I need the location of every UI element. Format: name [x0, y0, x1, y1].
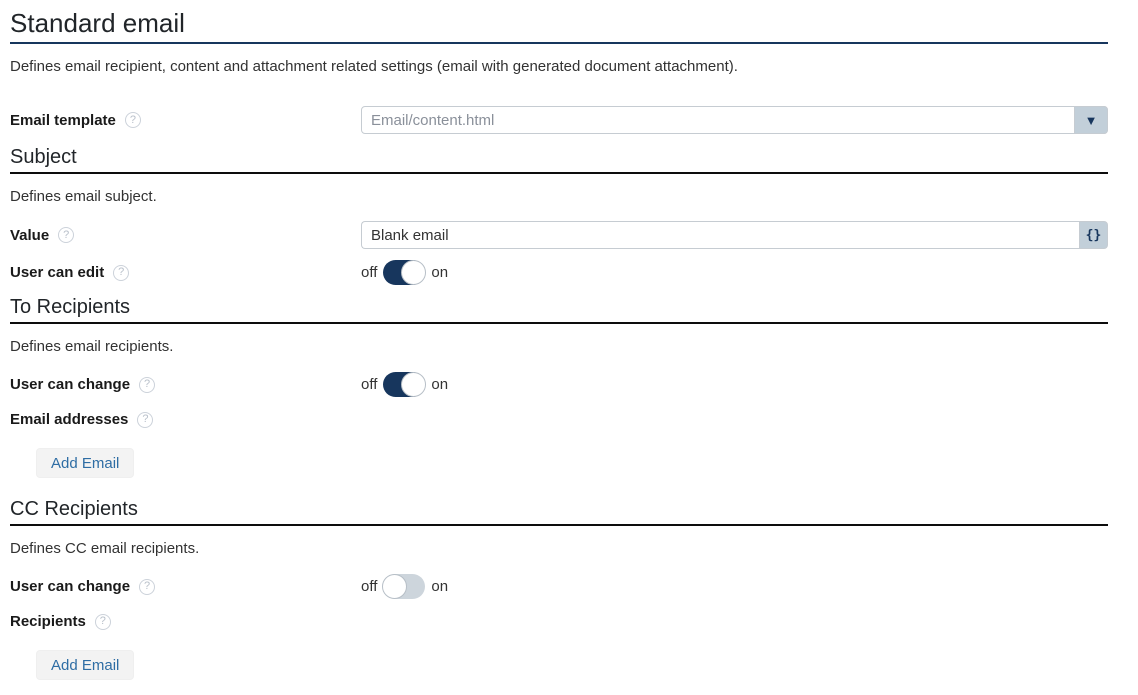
- toggle-knob: [382, 574, 408, 599]
- email-template-select[interactable]: Email/content.html ▼: [361, 106, 1108, 134]
- subject-section-heading: Subject: [10, 145, 1108, 174]
- toggle-on-label: on: [431, 264, 449, 281]
- cc-recipients-user-can-change-row: User can change ? off on: [10, 574, 1108, 599]
- page-title: Standard email: [10, 6, 1108, 44]
- subject-user-can-edit-row: User can edit ? off on: [10, 260, 1108, 285]
- toggle-on-label: on: [431, 376, 449, 393]
- subject-user-can-edit-toggle[interactable]: [383, 260, 427, 285]
- add-email-button[interactable]: Add Email: [36, 448, 135, 478]
- help-icon[interactable]: ?: [94, 613, 111, 630]
- email-template-dropdown-button[interactable]: ▼: [1074, 106, 1108, 134]
- email-addresses-label: Email addresses: [10, 411, 129, 428]
- cc-recipients-user-can-change-toggle[interactable]: [382, 574, 426, 599]
- toggle-knob: [401, 260, 427, 285]
- help-icon[interactable]: ?: [58, 227, 75, 243]
- help-icon[interactable]: ?: [137, 411, 154, 428]
- email-addresses-label-col: Email addresses ?: [10, 411, 361, 428]
- email-template-row: Email template ? Email/content.html ▼: [10, 106, 1108, 134]
- settings-page: Standard email Defines email recipient, …: [10, 0, 1108, 680]
- to-recipients-section-description: Defines email recipients.: [10, 338, 174, 355]
- subject-value-row: Value ? {}: [10, 221, 1108, 249]
- email-template-selected-value: Email/content.html: [371, 111, 495, 129]
- cc-recipients-user-can-change-label: User can change: [10, 578, 131, 595]
- help-icon[interactable]: ?: [139, 578, 156, 595]
- to-recipients-user-can-change-row: User can change ? off on: [10, 372, 1108, 397]
- help-icon[interactable]: ?: [124, 112, 141, 128]
- subject-section-description: Defines email subject.: [10, 188, 157, 205]
- help-icon[interactable]: ?: [113, 264, 130, 281]
- toggle-off-label: off: [361, 578, 378, 595]
- to-recipients-user-can-change-toggle[interactable]: [383, 372, 427, 397]
- page-description: Defines email recipient, content and att…: [10, 58, 738, 75]
- cc-recipients-user-can-change-toggle-wrap: off on: [361, 574, 448, 599]
- subject-value-input[interactable]: [361, 221, 1079, 249]
- subject-user-can-edit-label-col: User can edit ?: [10, 264, 361, 281]
- recipients-label-col: Recipients ?: [10, 613, 361, 630]
- to-recipients-user-can-change-label: User can change: [10, 376, 131, 393]
- toggle-off-label: off: [361, 264, 378, 281]
- email-template-label: Email template: [10, 111, 116, 129]
- toggle-on-label: on: [431, 578, 449, 595]
- subject-user-can-edit-toggle-wrap: off on: [361, 260, 448, 285]
- recipients-label: Recipients: [10, 613, 86, 630]
- insert-placeholder-button[interactable]: {}: [1079, 221, 1108, 249]
- subject-value-label-col: Value ?: [10, 227, 361, 244]
- help-icon[interactable]: ?: [139, 376, 156, 393]
- subject-user-can-edit-label: User can edit: [10, 264, 105, 281]
- recipients-row: Recipients ?: [10, 613, 1108, 630]
- chevron-down-icon: ▼: [1084, 112, 1098, 128]
- to-recipients-user-can-change-toggle-wrap: off on: [361, 372, 448, 397]
- cc-recipients-user-can-change-label-col: User can change ?: [10, 578, 361, 595]
- toggle-knob: [401, 372, 427, 397]
- email-template-label-col: Email template ?: [10, 112, 361, 129]
- toggle-off-label: off: [361, 376, 378, 393]
- to-recipients-section-heading: To Recipients: [10, 295, 1108, 324]
- subject-value-label: Value: [10, 226, 50, 244]
- cc-recipients-section-description: Defines CC email recipients.: [10, 540, 200, 557]
- to-recipients-add-email-wrap: Add Email: [10, 448, 1108, 478]
- cc-recipients-add-email-wrap: Add Email: [10, 650, 1108, 680]
- cc-recipients-section-heading: CC Recipients: [10, 497, 1108, 526]
- add-email-button[interactable]: Add Email: [36, 650, 135, 680]
- to-recipients-user-can-change-label-col: User can change ?: [10, 376, 361, 393]
- email-addresses-row: Email addresses ?: [10, 411, 1108, 428]
- subject-value-input-group: {}: [361, 221, 1108, 249]
